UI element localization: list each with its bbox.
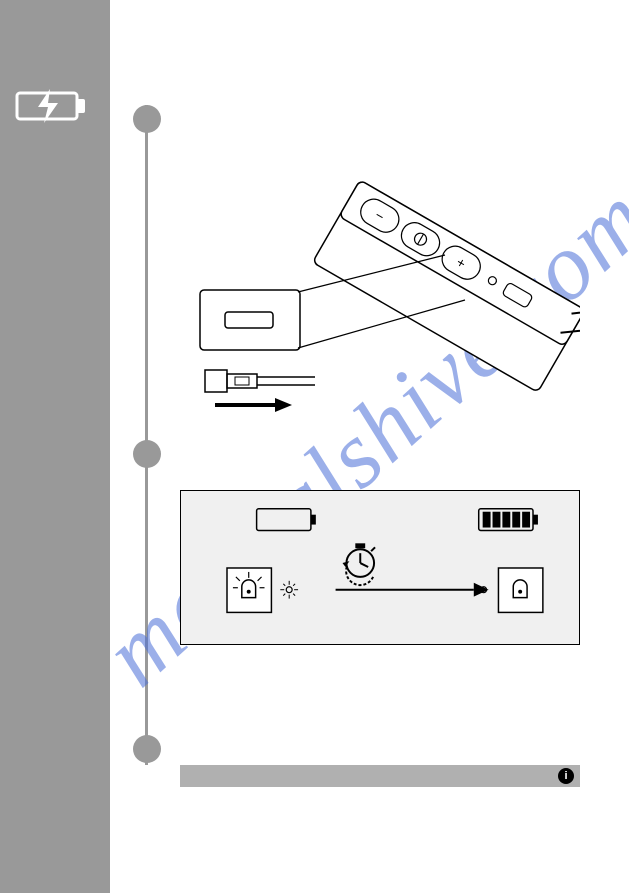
timeline-step-2	[133, 440, 161, 468]
info-bar: i	[180, 765, 580, 787]
battery-charging-icon	[12, 85, 92, 125]
device-usb-diagram: − +	[180, 170, 580, 420]
sidebar	[0, 0, 110, 893]
info-icon: i	[558, 768, 574, 784]
charging-status-diagram	[180, 490, 580, 645]
timeline-step-3	[133, 735, 161, 763]
timeline-line	[145, 105, 148, 765]
timeline-step-1	[133, 105, 161, 133]
